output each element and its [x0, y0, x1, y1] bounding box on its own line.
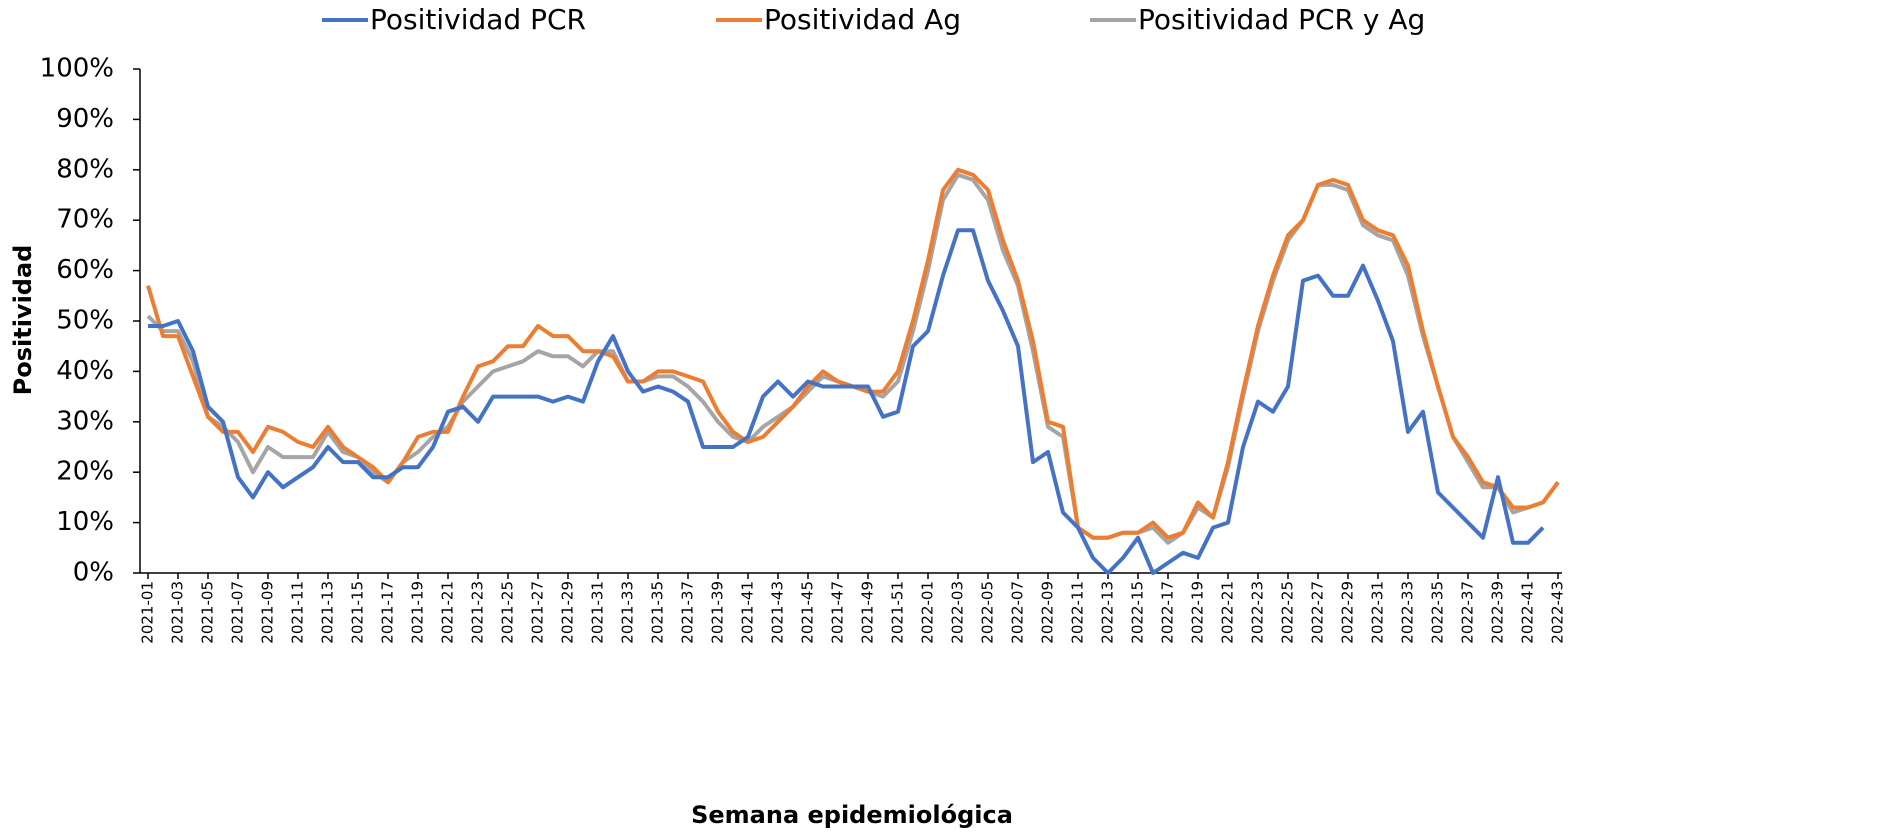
x-tick-label: 2022-29: [1339, 581, 1357, 644]
x-tick-label: 2021-11: [289, 581, 307, 644]
series-line: [146, 167, 1560, 540]
y-axis-title: Positividad: [9, 245, 37, 396]
y-tick-label: 10%: [56, 507, 114, 537]
legend-label: Positividad PCR y Ag: [1138, 3, 1425, 36]
y-tick-label: 60%: [56, 255, 114, 285]
x-tick-label: 2022-13: [1099, 581, 1117, 644]
x-tick-label: 2021-41: [739, 581, 757, 644]
x-tick-label: 2022-37: [1459, 581, 1477, 644]
x-tick-label: 2022-23: [1249, 581, 1267, 644]
x-tick-label: 2021-17: [379, 581, 397, 644]
y-tick-label: 70%: [56, 205, 114, 235]
x-tick-label: 2022-05: [979, 581, 997, 644]
x-tick-label: 2021-01: [139, 581, 157, 644]
x-tick-label: 2022-17: [1159, 581, 1177, 644]
x-tick-label: 2022-11: [1069, 581, 1087, 644]
x-tick-label: 2021-31: [589, 581, 607, 644]
x-tick-label: 2021-51: [889, 581, 907, 644]
x-tick-label: 2021-25: [499, 581, 517, 644]
x-tick-label: 2022-27: [1309, 581, 1327, 644]
x-tick-label: 2022-19: [1189, 581, 1207, 644]
x-tick-label: 2022-43: [1549, 581, 1567, 644]
x-tick-label: 2021-05: [199, 581, 217, 644]
x-tick-label: 2022-03: [949, 581, 967, 644]
x-tick-label: 2021-35: [649, 581, 667, 644]
x-tick-label: 2021-47: [829, 581, 847, 644]
x-tick-label: 2021-33: [619, 581, 637, 644]
x-axis-title: Semana epidemiológica: [691, 801, 1013, 829]
x-tick-label: 2022-25: [1279, 581, 1297, 644]
series-line: [146, 172, 1560, 545]
x-tick-label: 2021-29: [559, 581, 577, 644]
y-tick-label: 0%: [73, 558, 114, 588]
x-tick-label: 2021-37: [679, 581, 697, 644]
series-line: [148, 228, 1545, 575]
y-tick-label: 100%: [40, 54, 114, 84]
x-tick-label: 2021-09: [259, 581, 277, 644]
x-tick-label: 2022-35: [1429, 581, 1447, 644]
x-tick-label: 2021-03: [169, 581, 187, 644]
x-tick-label: 2021-45: [799, 581, 817, 644]
y-tick-label: 80%: [56, 154, 114, 184]
x-tick-label: 2021-15: [349, 581, 367, 644]
x-tick-label: 2021-19: [409, 581, 427, 644]
x-tick-label: 2022-21: [1219, 581, 1237, 644]
y-tick-label: 30%: [56, 406, 114, 436]
x-tick-label: 2021-43: [769, 581, 787, 644]
x-tick-label: 2021-07: [229, 581, 247, 644]
y-tick-label: 90%: [56, 104, 114, 134]
legend-label: Positividad Ag: [764, 3, 961, 36]
legend-label: Positividad PCR: [370, 3, 586, 36]
x-tick-label: 2021-23: [469, 581, 487, 644]
x-tick-label: 2021-21: [439, 581, 457, 644]
x-tick-label: 2022-39: [1489, 581, 1507, 644]
x-tick-label: 2021-49: [859, 581, 877, 644]
x-tick-label: 2022-31: [1369, 581, 1387, 644]
x-tick-label: 2021-13: [319, 581, 337, 644]
x-tick-label: 2022-09: [1039, 581, 1057, 644]
y-tick-label: 40%: [56, 356, 114, 386]
x-tick-label: 2021-27: [529, 581, 547, 644]
x-tick-label: 2022-15: [1129, 581, 1147, 644]
x-tick-label: 2022-33: [1399, 581, 1417, 644]
x-tick-label: 2022-07: [1009, 581, 1027, 644]
y-tick-label: 50%: [56, 306, 114, 336]
x-tick-label: 2021-39: [709, 581, 727, 644]
y-tick-label: 20%: [56, 457, 114, 487]
x-tick-label: 2022-01: [919, 581, 937, 644]
x-tick-label: 2022-41: [1519, 581, 1537, 644]
